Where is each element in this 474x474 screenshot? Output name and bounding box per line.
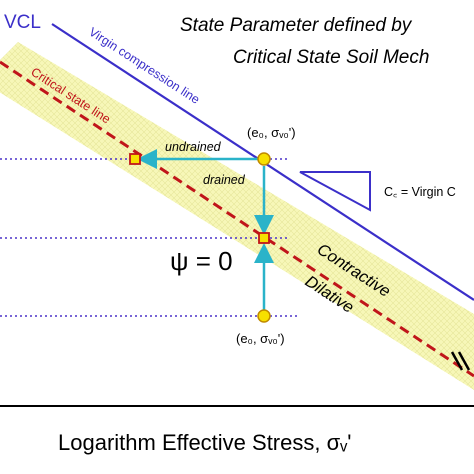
axis-break-icon [450, 351, 471, 371]
initial-state-point-top [257, 152, 271, 166]
x-axis-label: Logarithm Effective Stress, σᵥ' [58, 430, 351, 455]
critical-state-line [0, 60, 474, 378]
slope-triangle [299, 171, 371, 212]
vcl-label: VCL [4, 12, 41, 33]
title-line-2: Critical State Soil Mech [233, 47, 429, 68]
contractive-band [0, 42, 474, 390]
drained-label: drained [203, 173, 246, 187]
drained-endpoint-marker [258, 232, 270, 244]
slope-label: C꜀ = Virgin C [384, 185, 456, 199]
initial-state-point-bottom [257, 309, 271, 323]
psi-zero-label: ψ = 0 [170, 246, 233, 276]
title-line-1: State Parameter defined by [180, 15, 413, 36]
initial-state-top-label: (e₀, σᵥ₀') [247, 125, 296, 140]
initial-state-bottom-label: (e₀, σᵥ₀') [236, 331, 285, 346]
undrained-label: undrained [165, 140, 222, 154]
undrained-endpoint-marker [129, 153, 141, 165]
